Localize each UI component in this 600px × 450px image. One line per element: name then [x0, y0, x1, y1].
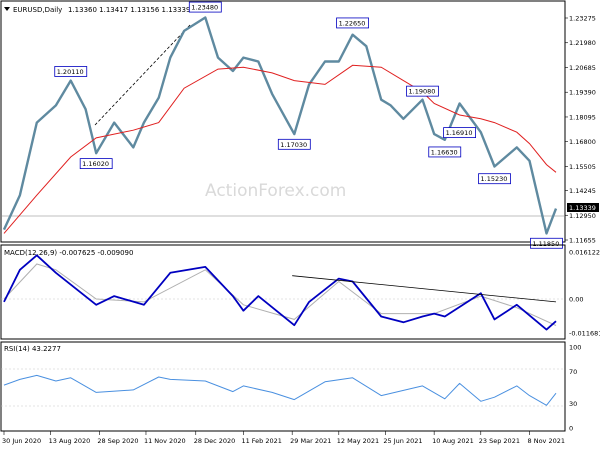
price-annotation-label: 1.16910 — [446, 129, 473, 137]
macd-scale-label: 0.016122 — [569, 249, 600, 257]
moving-average-line — [3, 64, 557, 234]
price-annotation-label: 1.11850 — [532, 240, 559, 248]
price-scale-label: 1.23275 — [569, 15, 596, 23]
price-scale-label: 1.21980 — [569, 39, 596, 47]
price-scale: 1.23275 1.21980 1.20685 1.19390 1.18095 1.168… — [565, 15, 596, 245]
chevron-down-icon[interactable] — [4, 7, 10, 11]
time-axis: 30 Jun 2020 13 Aug 2020 28 Sep 2020 11 Nov … — [2, 431, 565, 445]
price-annotation-box — [54, 66, 88, 77]
price-annotation-box — [277, 138, 311, 150]
price-panel-frame — [0, 0, 566, 243]
price-scale-label: 1.19390 — [569, 89, 596, 97]
price-annotation-label: 1.19080 — [409, 88, 436, 96]
price-annotation-box — [478, 173, 511, 185]
price-scale-label: 1.15505 — [569, 163, 596, 171]
macd-scale-label: -0.011681 — [569, 330, 600, 338]
header-text: EURUSD,Daily 1.13360 1.13417 1.13156 1.1… — [4, 6, 190, 14]
current-price-box — [567, 203, 599, 212]
rsi-scale-label: 100 — [569, 344, 581, 352]
macd-title: MACD(12,26,9) -0.007625 -0.009090 — [4, 249, 133, 257]
rsi-series — [3, 374, 557, 406]
current-price-marker: 1.13339 — [567, 203, 599, 212]
rsi-scale-label: 0 — [569, 425, 573, 433]
macd-line — [3, 254, 557, 331]
macd-panel-frame — [0, 244, 566, 340]
rsi-title: RSI(14) 43.2277 — [4, 345, 61, 353]
price-annotation-box — [530, 237, 563, 249]
time-axis-label: 12 May 2021 — [337, 437, 379, 445]
price-annotation-label: 1.20110 — [57, 68, 84, 76]
price-line — [2, 16, 558, 235]
rsi-panel: RSI(14) 43.2277 100 70 30 0 — [0, 341, 581, 433]
price-annotation-box — [188, 1, 222, 13]
price-scale-label: 1.20685 — [569, 64, 596, 72]
price-annotation-label: 1.23480 — [191, 4, 218, 12]
price-annotation-box — [443, 127, 476, 139]
watermark: ActionForex.com — [205, 181, 346, 201]
price-scale-label: 1.12950 — [569, 212, 596, 220]
macd-trendline — [292, 275, 557, 303]
time-axis-label: 23 Sep 2021 — [479, 437, 520, 445]
rsi-scale: 100 70 30 0 — [569, 344, 581, 433]
price-scale-label: 1.11655 — [569, 237, 596, 245]
price-annotation-label: 1.15230 — [481, 175, 508, 183]
current-price-label: 1.13339 — [569, 204, 596, 212]
time-axis-label: 11 Nov 2020 — [144, 437, 186, 445]
price-annotation-label: 1.16020 — [82, 160, 109, 168]
price-annotation-box — [79, 158, 113, 170]
macd-scale: 0.016122 0.00 -0.011681 — [569, 249, 600, 338]
rsi-scale-label: 70 — [569, 368, 577, 376]
macd-series — [3, 254, 557, 331]
macd-panel: MACD(12,26,9) -0.007625 -0.009090 0.0161… — [0, 244, 600, 340]
price-annotation-box — [406, 85, 439, 97]
price-scale-label: 1.14245 — [569, 187, 596, 195]
price-annotation-label: 1.22650 — [339, 19, 366, 27]
time-axis-label: 25 Jun 2021 — [383, 437, 422, 445]
price-annotations: 1.23480 1.22650 1.20110 1.19080 1.17030 1.169… — [54, 1, 563, 249]
time-axis-label: 13 Aug 2020 — [49, 437, 91, 445]
time-axis-label: 10 Aug 2021 — [432, 437, 474, 445]
time-axis-label: 29 Mar 2021 — [290, 437, 331, 445]
price-panel: ActionForex.com 1.23275 1.21980 1.20685 1.1… — [0, 0, 599, 249]
time-axis-label: 30 Jun 2020 — [2, 437, 41, 445]
price-annotation-box — [428, 146, 462, 158]
dashed-trendline — [94, 24, 191, 126]
price-series — [2, 16, 558, 235]
price-annotation-label: 1.16630 — [431, 148, 458, 156]
time-axis-label: 8 Nov 2021 — [528, 437, 566, 445]
rsi-panel-frame — [0, 341, 566, 432]
price-annotation-box — [336, 17, 369, 29]
time-axis-label: 28 Sep 2020 — [97, 437, 138, 445]
price-scale-label: 1.18095 — [569, 113, 596, 121]
symbol-label: EURUSD,Daily — [13, 6, 62, 14]
ohlc-values: 1.13360 1.13417 1.13156 1.13339 — [68, 6, 190, 14]
rsi-line — [3, 374, 557, 406]
rsi-scale-label: 30 — [569, 400, 577, 408]
price-scale-label: 1.16800 — [569, 138, 596, 146]
time-axis-label: 11 Feb 2021 — [241, 437, 281, 445]
time-axis-label: 28 Dec 2020 — [194, 437, 236, 445]
price-annotation-label: 1.17030 — [280, 141, 307, 149]
macd-scale-label: 0.00 — [569, 296, 583, 304]
